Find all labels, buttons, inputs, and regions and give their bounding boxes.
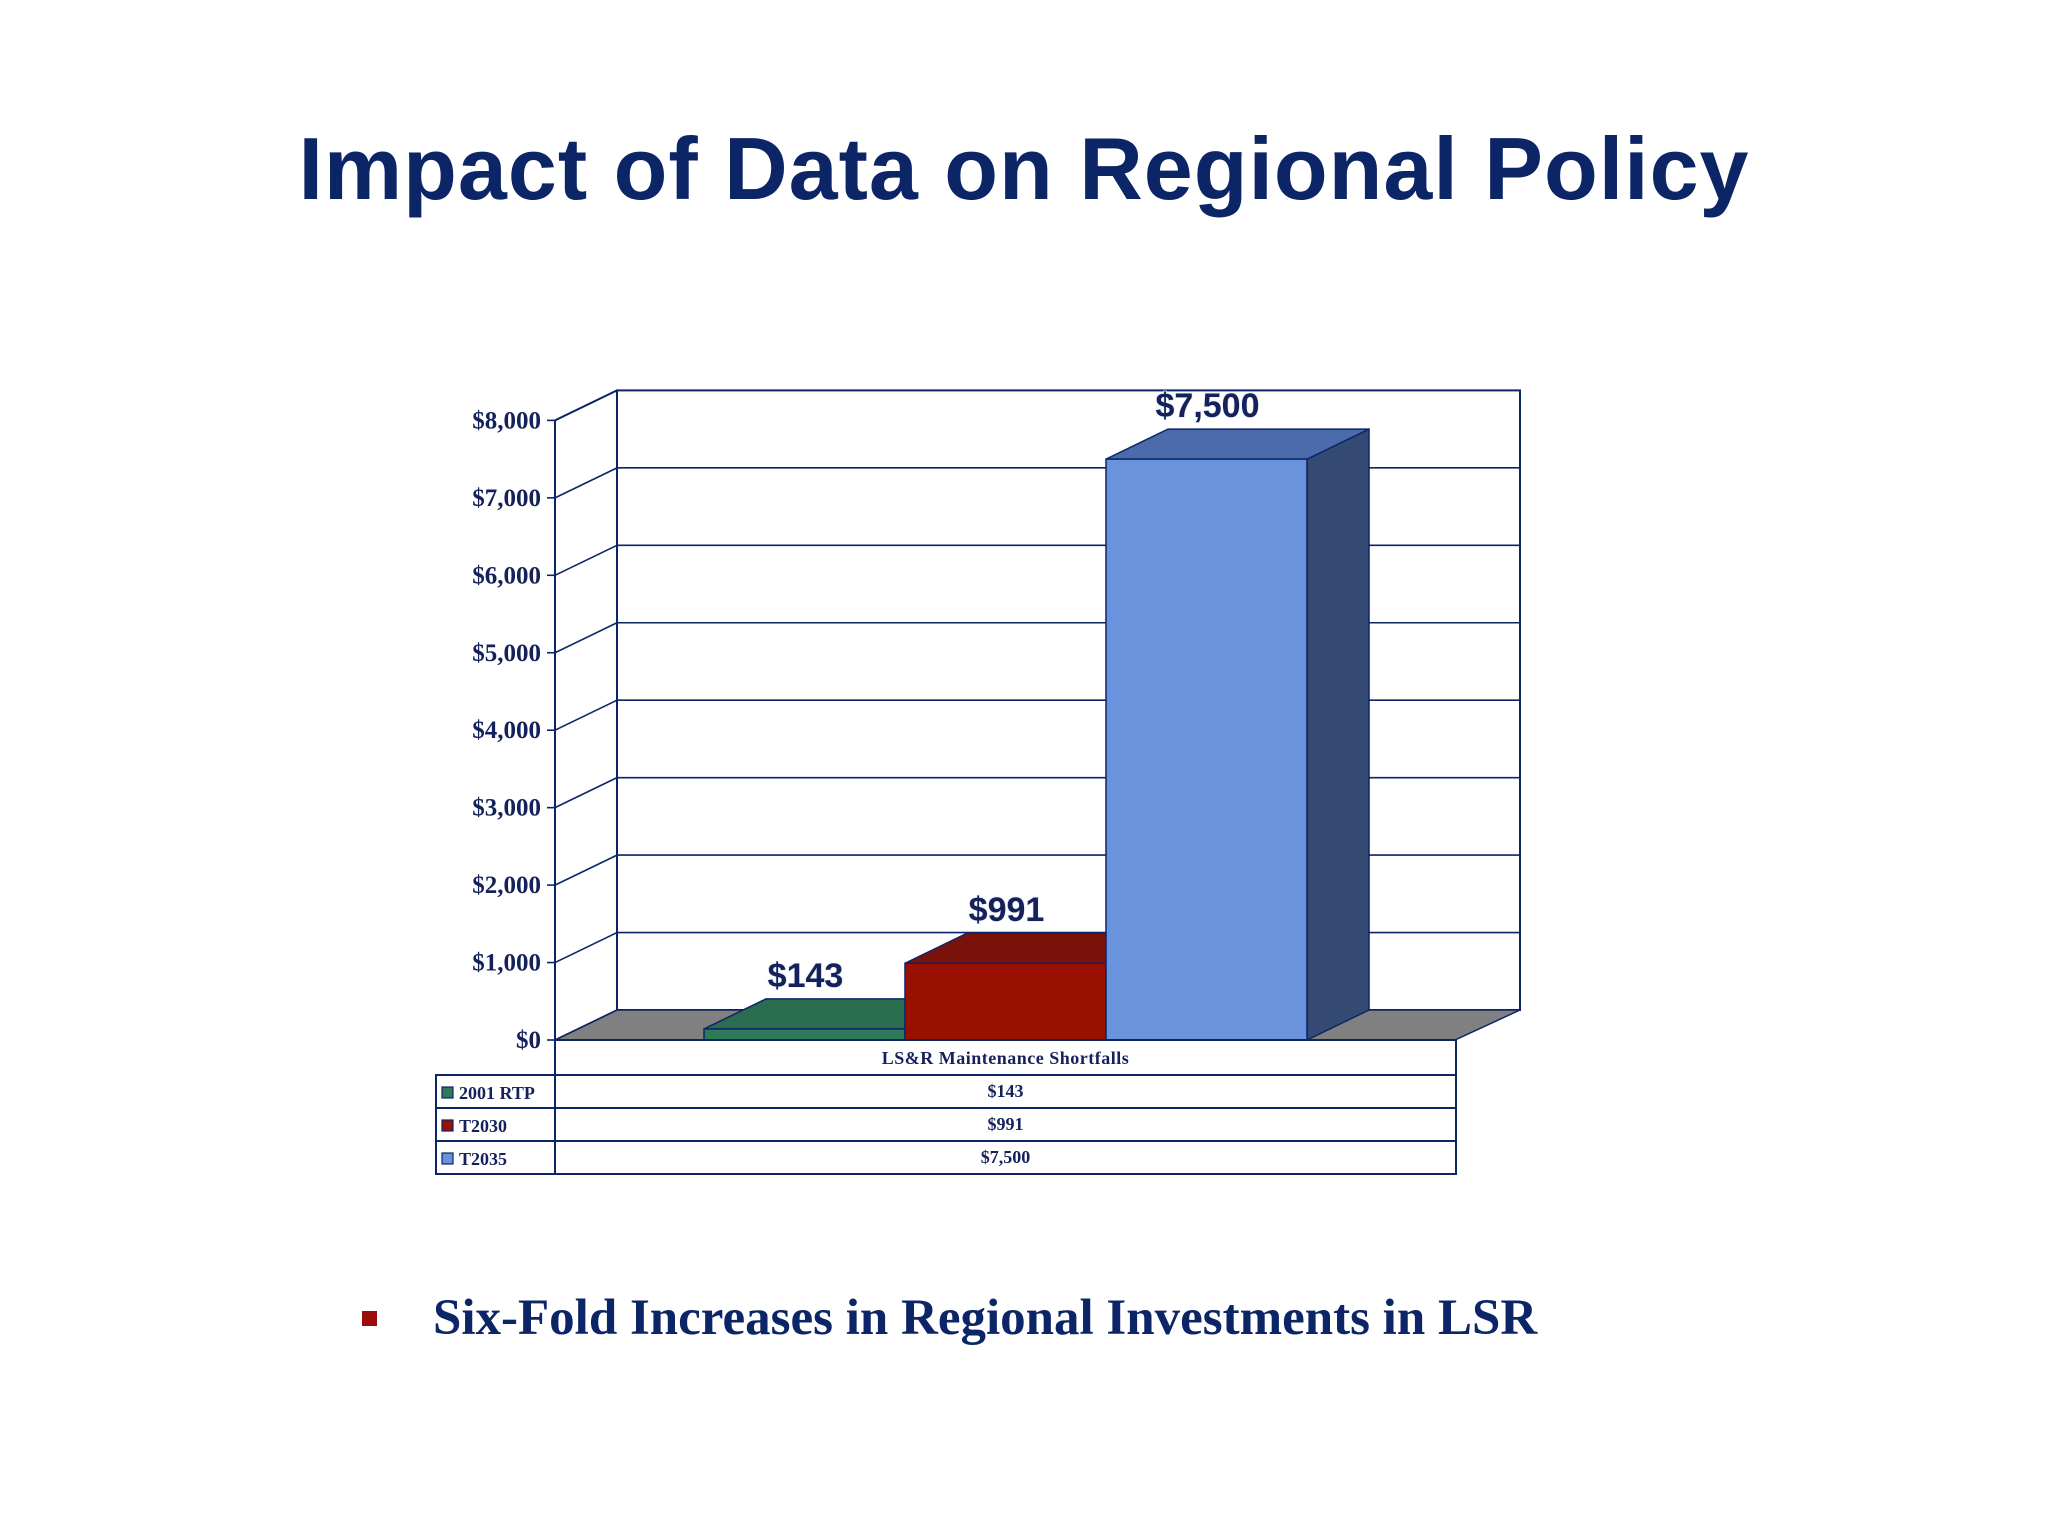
- table-category-label: LS&R Maintenance Shortfalls: [882, 1048, 1130, 1068]
- legend-swatch-icon: [441, 1086, 454, 1099]
- y-tick-label: $2,000: [472, 872, 541, 899]
- table-value-cell: [554, 1107, 1457, 1142]
- legend-swatch-icon: [441, 1119, 454, 1132]
- data-label: $7,500: [1156, 387, 1260, 425]
- data-label: $991: [969, 891, 1045, 929]
- y-tick-label: $5,000: [472, 640, 541, 667]
- side-gridline: [554, 1009, 618, 1041]
- side-gridline: [554, 622, 618, 654]
- legend-series-name: T2030: [459, 1116, 507, 1136]
- bar-group: [703, 427, 1370, 1042]
- table-value-cell: [554, 1074, 1457, 1109]
- table-legend-cell: [435, 1140, 556, 1175]
- y-tick-label: $3,000: [472, 795, 541, 822]
- bullet-square-icon: [362, 1310, 377, 1326]
- table-value: $143: [988, 1081, 1024, 1101]
- table-row: T2030 $991: [435, 1107, 1457, 1142]
- y-tick-label: $7,000: [472, 485, 541, 512]
- y-tick-label: $0: [516, 1027, 541, 1054]
- y-tick-label: $8,000: [472, 407, 541, 434]
- y-tick-label: $1,000: [472, 950, 541, 977]
- data-label: $143: [768, 957, 844, 995]
- table-row: 2001 RTP $143: [435, 1074, 1457, 1109]
- legend-series-name: 2001 RTP: [459, 1083, 535, 1103]
- table-row: T2035 $7,500: [435, 1140, 1457, 1175]
- side-gridline: [554, 544, 618, 577]
- bar-t2035: [1105, 427, 1370, 1042]
- bullet-point: Six-Fold Increases in Regional Investmen…: [362, 1283, 1537, 1353]
- side-gridline: [554, 931, 618, 964]
- side-gridline: [554, 854, 618, 886]
- bar-front-face: [703, 1028, 906, 1041]
- side-gridline: [554, 776, 618, 809]
- table-value: $991: [988, 1114, 1024, 1134]
- y-axis: $0 $1,000 $2,000 $3,000 $4,000 $5,000 $6,000 $7…: [472, 389, 618, 1054]
- side-wall-top-edge: [554, 389, 618, 422]
- y-tick-label: $6,000: [472, 562, 541, 589]
- bar-front-face: [1105, 458, 1308, 1041]
- y-tick-label: $4,000: [472, 717, 541, 744]
- table-value: $7,500: [981, 1147, 1031, 1167]
- legend-swatch-icon: [441, 1152, 454, 1165]
- data-labels: $143 $991 $7,500: [767, 386, 1260, 995]
- side-gridline: [554, 467, 618, 499]
- bullet-text: Six-Fold Increases in Regional Investmen…: [433, 1290, 1538, 1346]
- slide-title: Impact of Data on Regional Policy: [298, 119, 1750, 218]
- legend-series-name: T2035: [459, 1149, 507, 1169]
- data-table: LS&R Maintenance Shortfalls 2001 RTP $143 T…: [435, 1039, 1457, 1175]
- bar-side-face: [1306, 427, 1370, 1042]
- bar-front-face: [904, 962, 1107, 1041]
- side-gridline: [554, 699, 618, 731]
- table-value-cell: [554, 1140, 1457, 1175]
